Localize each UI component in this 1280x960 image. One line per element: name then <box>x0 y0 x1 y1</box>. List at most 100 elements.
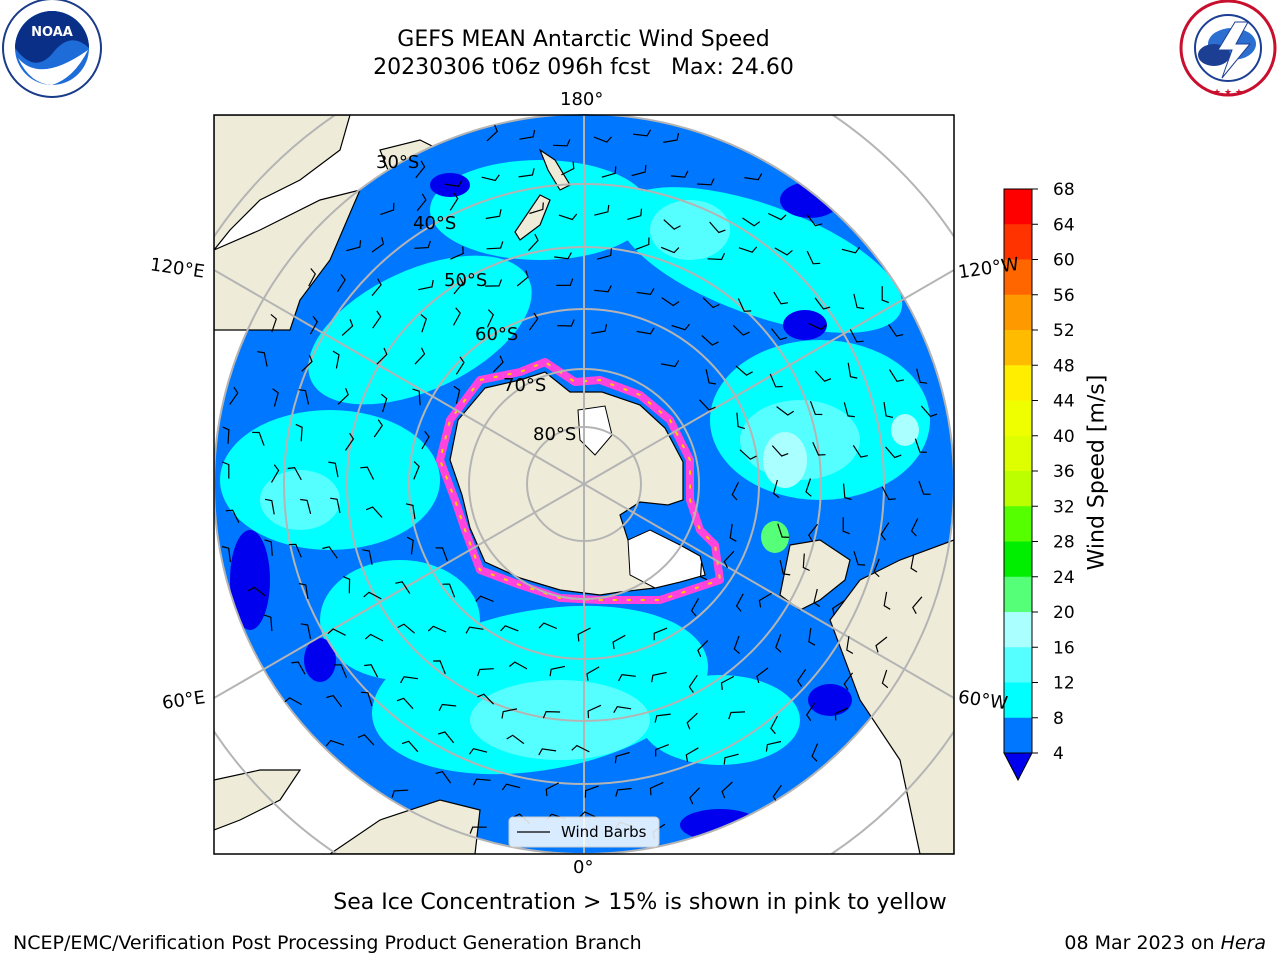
wind-barb <box>843 672 854 691</box>
colorbar-swatch <box>1004 541 1032 578</box>
wind-barb <box>516 270 529 287</box>
wind-barb <box>270 464 280 483</box>
wind-barb <box>528 233 539 252</box>
wind-barb <box>597 248 612 260</box>
wind-barb <box>614 751 630 764</box>
wind-barb <box>654 713 671 723</box>
wind-barb <box>918 480 931 495</box>
colorbar-tick-label: 8 <box>1053 709 1064 729</box>
wind-barb <box>486 309 495 328</box>
wind-barb <box>342 576 351 594</box>
wind-barb <box>814 297 831 310</box>
wind-barb <box>736 412 745 430</box>
wind-barb <box>365 506 383 518</box>
wind-barb <box>225 509 240 523</box>
wind-barb <box>775 634 782 653</box>
wind-barb <box>733 635 740 655</box>
wind-barb <box>360 691 373 707</box>
wind-barb <box>813 588 821 608</box>
wind-barb <box>910 518 919 537</box>
wind-barb <box>416 193 427 212</box>
wind-barb <box>697 639 709 657</box>
wind-barb <box>272 388 279 407</box>
wind-barb <box>295 423 303 442</box>
colorbar-swatch <box>1004 330 1032 366</box>
wind-barb <box>875 636 888 653</box>
wind-barb <box>405 503 416 520</box>
wind-barb <box>322 546 338 559</box>
colorbar-tick-label: 12 <box>1053 674 1075 694</box>
wind-barb <box>885 446 902 459</box>
wind-barb <box>492 355 504 373</box>
wind-barb <box>777 523 790 538</box>
colorbar-swatch <box>1004 435 1032 472</box>
colorbar-tick-label: 28 <box>1053 533 1075 553</box>
wind-barb <box>538 748 557 756</box>
wind-barb <box>649 781 664 796</box>
colorbar-tick-label: 32 <box>1053 497 1075 517</box>
lat-label-50s: 50°S <box>444 270 488 291</box>
wind-barb <box>481 174 500 182</box>
wind-barb <box>221 545 231 563</box>
wind-barb <box>660 246 680 254</box>
wind-barb <box>413 461 420 480</box>
wind-barb <box>287 466 302 481</box>
wind-barb <box>486 124 498 142</box>
wind-barb <box>444 179 463 187</box>
colorbar-tick-label: 36 <box>1053 462 1075 482</box>
wind-barb <box>689 787 701 805</box>
wind-barb <box>779 560 791 576</box>
date-value: 08 Mar 2023 on <box>1064 932 1221 954</box>
colorbar-tick-label: 4 <box>1053 744 1064 764</box>
wind-barb <box>420 314 427 333</box>
wind-barb <box>376 347 388 365</box>
wind-barb <box>735 593 744 612</box>
wind-barb <box>912 596 923 614</box>
wind-barb <box>721 781 733 799</box>
legend-label: Wind Barbs <box>561 823 647 841</box>
wind-barb <box>571 744 590 753</box>
wind-barb <box>396 697 414 710</box>
wind-barb <box>337 387 349 405</box>
wind-barb <box>883 401 894 418</box>
colorbar-swatch <box>1004 224 1032 260</box>
wind-barb <box>881 669 889 689</box>
colorbar-tick-label: 40 <box>1053 427 1075 447</box>
wind-barb <box>768 212 787 221</box>
wind-barb <box>327 628 346 636</box>
wind-barb <box>500 625 519 632</box>
wind-barb <box>371 278 382 296</box>
wind-barb <box>433 660 446 675</box>
wind-barb <box>883 591 891 610</box>
wind-barb <box>477 668 494 677</box>
wind-barb <box>593 136 612 143</box>
wind-barb <box>705 369 717 385</box>
wind-barb <box>346 240 362 252</box>
wind-barb <box>453 276 464 295</box>
wind-barb <box>372 310 382 329</box>
wind-barb <box>587 704 602 719</box>
wind-barb <box>806 250 821 265</box>
wind-barb <box>475 595 494 603</box>
wind-barb <box>395 581 411 594</box>
wind-barb <box>853 551 866 566</box>
wind-barb <box>744 173 763 181</box>
wind-barb <box>732 324 750 336</box>
wind-barb <box>612 634 626 650</box>
wind-barb <box>910 554 918 573</box>
wind-barb <box>252 431 265 446</box>
wind-barb <box>427 625 447 633</box>
colorbar-swatch <box>1004 294 1032 331</box>
wind-barb <box>438 731 455 744</box>
wind-barb <box>506 734 525 745</box>
wind-barb <box>308 268 317 287</box>
wind-barb <box>698 399 716 411</box>
wind-barb <box>636 288 655 296</box>
wind-barb <box>636 327 655 335</box>
wind-barb <box>738 246 758 253</box>
wind-barb <box>397 623 415 634</box>
colorbar-swatch <box>1004 400 1032 437</box>
wind-barb <box>270 313 278 333</box>
wind-barb <box>728 711 746 720</box>
